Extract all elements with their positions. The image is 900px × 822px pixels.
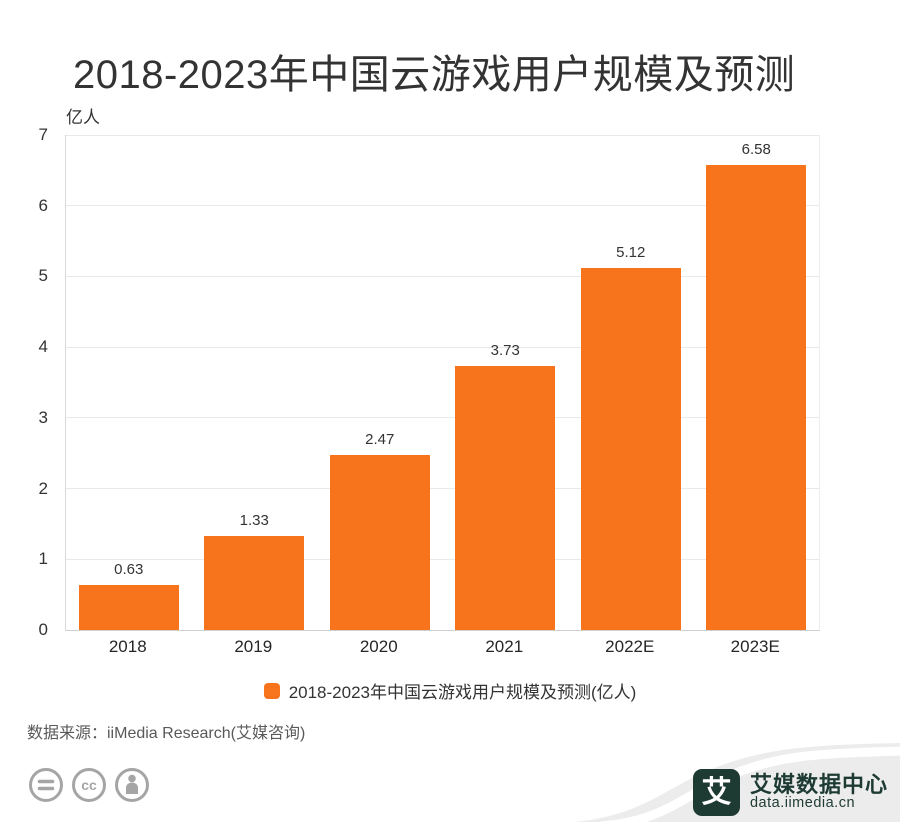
legend-marker-icon <box>263 682 280 699</box>
brand-site-url: data.iimedia.cn <box>749 795 856 812</box>
svg-text:cc: cc <box>81 777 97 793</box>
equals-icon <box>29 768 63 802</box>
bar-2021 <box>455 366 556 630</box>
y-tick-label-3: 3 <box>38 407 48 427</box>
x-axis-label-2019: 2019 <box>234 637 273 656</box>
y-axis-ticks: 0 1 2 3 4 5 6 7 <box>0 125 56 639</box>
brand-logo-icon: 艾 <box>692 769 740 816</box>
bar-value-label-2020: 2.47 <box>365 431 395 449</box>
data-source-note: 数据来源：iiMedia Research(艾媒咨询) <box>27 725 306 742</box>
gridline-y-5 <box>66 275 819 277</box>
chart-title: 2018-2023年中国云游戏用户规模及预测 <box>73 53 796 97</box>
plot-area: 0.63 1.33 2.47 3.73 5.12 6.58 <box>65 134 820 631</box>
y-tick-label-4: 4 <box>38 337 48 357</box>
gridline-y-2 <box>66 488 819 490</box>
bar-value-label-2019: 1.33 <box>239 511 269 529</box>
gridline-y-3 <box>66 417 819 419</box>
y-tick-label-1: 1 <box>38 549 48 569</box>
person-icon <box>115 768 149 802</box>
legend: 2018-2023年中国云游戏用户规模及预测(亿人) <box>0 678 900 703</box>
x-axis-label-2021: 2021 <box>485 637 524 656</box>
y-tick-label-5: 5 <box>38 266 48 286</box>
y-tick-label-0: 0 <box>38 620 48 639</box>
gridline-y-7 <box>66 134 819 136</box>
x-axis-label-2018: 2018 <box>108 637 147 656</box>
gridline-y-6 <box>66 205 819 207</box>
bar-value-label-2023E: 6.58 <box>741 140 771 158</box>
cc-icon: cc <box>72 768 106 802</box>
x-axis-labels: 2018 2019 2020 2021 2022E 2023E <box>65 637 818 661</box>
x-axis-label-2023E: 2023E <box>730 637 780 656</box>
bar-value-label-2018: 0.63 <box>114 561 144 579</box>
brand-block: 艾 艾媒数据中心 data.iimedia.cn <box>692 769 888 816</box>
gridline-y-1 <box>66 558 819 560</box>
y-tick-label-2: 2 <box>38 478 48 498</box>
cc-license-icons: cc <box>27 766 151 804</box>
brand-name: 艾媒数据中心 <box>749 772 888 798</box>
x-axis-label-2020: 2020 <box>359 637 398 656</box>
y-tick-label-6: 6 <box>38 195 48 215</box>
bar-value-label-2021: 3.73 <box>490 342 520 360</box>
y-tick-label-7: 7 <box>38 125 48 144</box>
bar-value-label-2022E: 5.12 <box>616 243 646 261</box>
bar-2022E <box>580 267 681 630</box>
bar-2019 <box>204 535 305 630</box>
bar-2018 <box>78 585 179 630</box>
bar-2020 <box>329 455 430 630</box>
x-axis-label-2022E: 2022E <box>605 637 655 656</box>
y-axis-unit-label: 亿人 <box>66 108 100 127</box>
bar-2023E <box>706 164 807 630</box>
legend-label: 2018-2023年中国云游戏用户规模及预测(亿人) <box>288 683 637 702</box>
gridline-y-4 <box>66 346 819 348</box>
